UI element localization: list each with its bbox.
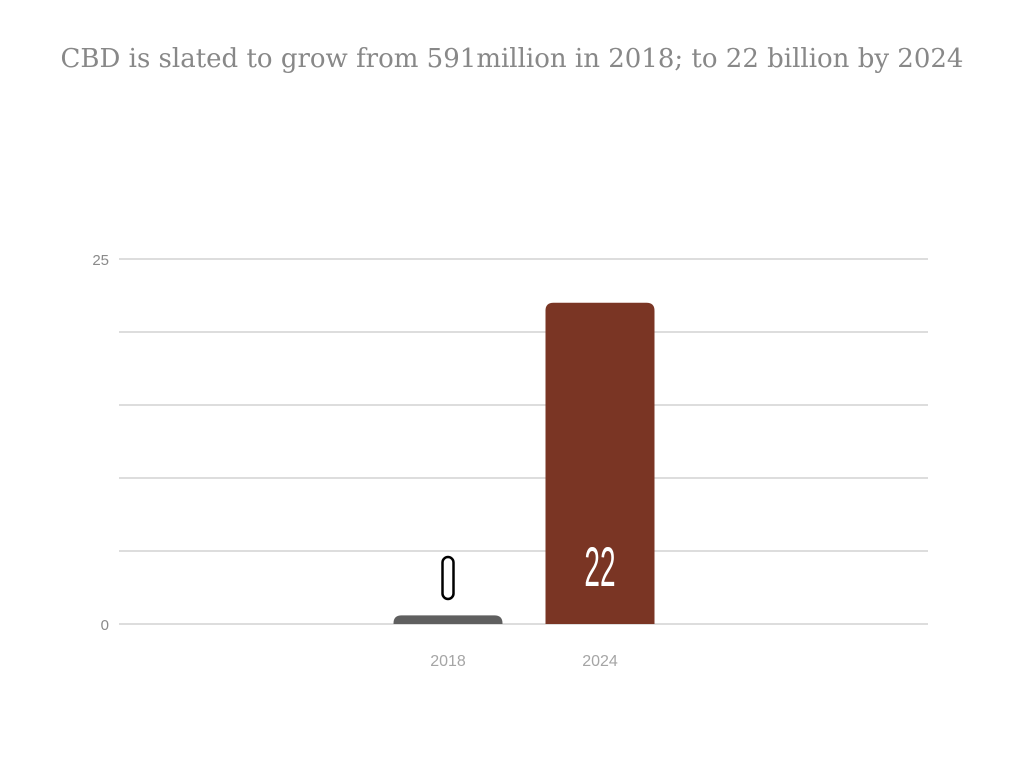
y-tick-label: 25 [92, 252, 109, 269]
data-labels: 220 [441, 537, 616, 601]
y-tick-label: 0 [101, 617, 109, 634]
data-label-2024: 22 [584, 537, 615, 599]
x-tick-label: 2024 [582, 653, 618, 670]
x-tick-label: 2018 [430, 653, 466, 670]
chart-title: CBD is slated to grow from 591million in… [60, 44, 964, 74]
x-axis-labels: 2018 2024 [430, 653, 618, 670]
data-label-2018 [441, 555, 455, 601]
gridlines [119, 258, 928, 625]
bars [393, 302, 655, 624]
bar-2024 [545, 302, 655, 624]
bar-2018 [393, 615, 503, 624]
y-axis-ticks: 0 25 [92, 252, 109, 634]
